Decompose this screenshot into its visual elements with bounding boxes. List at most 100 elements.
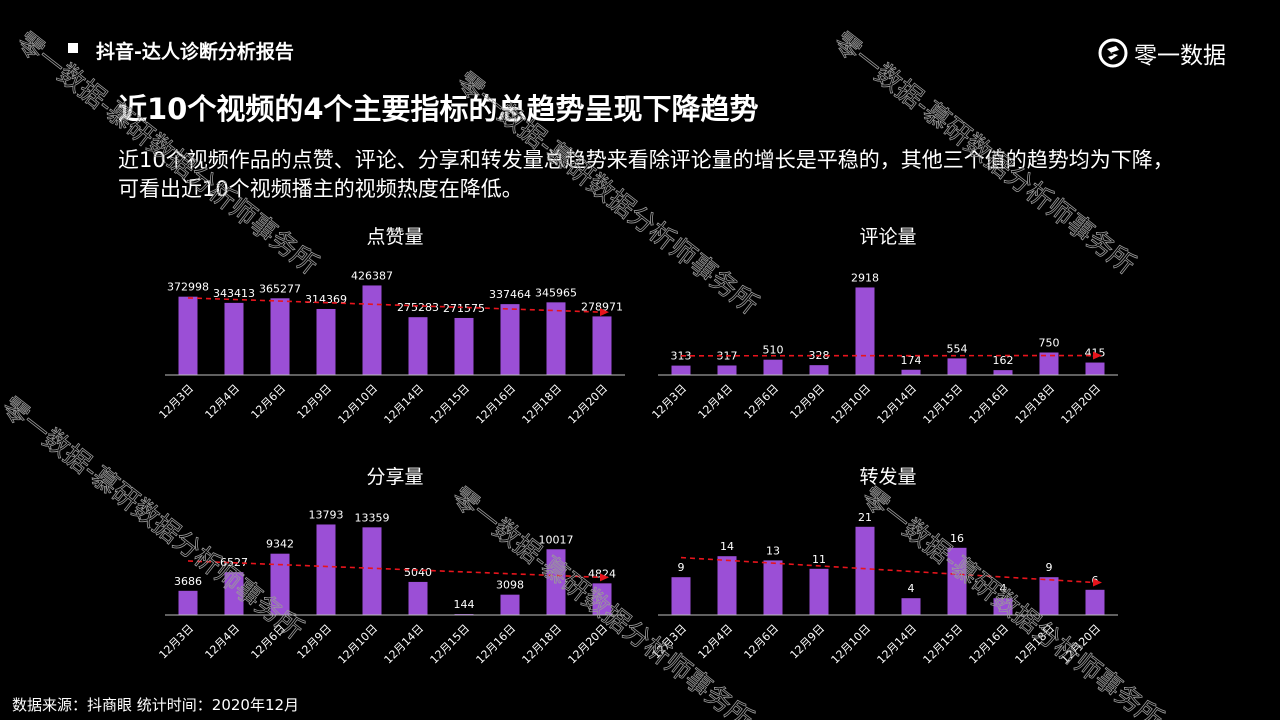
logo: 零一数据 — [1098, 36, 1226, 70]
x-tick-label: 12月14日 — [875, 622, 920, 667]
x-tick-label: 12月18日 — [1013, 382, 1058, 427]
bar — [901, 598, 921, 615]
bar — [316, 308, 336, 375]
bar — [362, 527, 382, 615]
x-tick-label: 12月15日 — [428, 382, 473, 427]
chart-forwards: 转发量 9 12月3日 14 12月4日 13 12月6日 11 12月9日 21 12月10日 4 1… — [650, 466, 1118, 667]
data-label: 4 — [1000, 582, 1007, 595]
data-label: 345965 — [535, 286, 577, 299]
data-label: 13359 — [355, 511, 390, 524]
data-label: 5040 — [404, 566, 432, 579]
bar — [763, 560, 783, 615]
logo-icon — [1098, 38, 1128, 68]
x-tick-label: 12月10日 — [336, 622, 381, 667]
data-label: 554 — [947, 342, 968, 355]
data-label: 13793 — [309, 508, 344, 521]
data-label: 174 — [901, 354, 922, 367]
bar — [1039, 577, 1059, 615]
data-label: 14 — [720, 540, 734, 553]
data-label: 510 — [763, 344, 784, 357]
bar — [1085, 589, 1105, 615]
data-label: 13 — [766, 544, 780, 557]
x-tick-label: 12月20日 — [1059, 382, 1104, 427]
x-tick-label: 12月10日 — [336, 382, 381, 427]
x-tick-label: 12月18日 — [520, 382, 565, 427]
bar — [592, 316, 612, 375]
x-tick-label: 12月18日 — [520, 622, 565, 667]
x-tick-label: 12月15日 — [921, 622, 966, 667]
header-bullet-square — [68, 43, 78, 53]
chart-title: 转发量 — [859, 466, 916, 488]
bar — [178, 296, 198, 375]
data-label: 372998 — [167, 281, 209, 294]
data-label: 10017 — [539, 533, 574, 546]
bar — [855, 526, 875, 615]
bar — [454, 317, 474, 375]
bar — [178, 590, 198, 615]
bar — [947, 358, 967, 375]
x-tick-label: 12月15日 — [921, 382, 966, 427]
data-label: 11 — [812, 553, 826, 566]
bar — [901, 369, 921, 375]
x-tick-label: 12月16日 — [474, 382, 519, 427]
data-label: 313 — [671, 350, 692, 363]
trendline — [680, 556, 1096, 584]
trendline-arrow — [600, 308, 609, 317]
data-label: 343413 — [213, 287, 255, 300]
data-label: 9342 — [266, 538, 294, 551]
data-label: 426387 — [351, 269, 393, 282]
bar — [500, 304, 520, 375]
bar — [717, 556, 737, 615]
x-tick-label: 12月4日 — [696, 622, 736, 662]
bar — [546, 549, 566, 615]
x-tick-label: 12月9日 — [788, 382, 828, 422]
x-tick-label: 12月3日 — [157, 382, 197, 422]
x-tick-label: 12月6日 — [742, 382, 782, 422]
x-tick-label: 12月20日 — [566, 622, 611, 667]
x-tick-label: 12月6日 — [742, 622, 782, 662]
data-label: 2918 — [851, 271, 879, 284]
bar — [993, 598, 1013, 615]
x-tick-label: 12月14日 — [382, 622, 427, 667]
data-label: 9 — [678, 561, 685, 574]
x-tick-label: 12月16日 — [967, 382, 1012, 427]
bar — [763, 359, 783, 375]
x-tick-label: 12月9日 — [295, 622, 335, 662]
bar — [671, 365, 691, 375]
bar — [1085, 362, 1105, 375]
bar — [947, 547, 967, 615]
x-tick-label: 12月16日 — [967, 622, 1012, 667]
bar — [855, 287, 875, 375]
data-label: 271575 — [443, 302, 485, 315]
data-label: 144 — [454, 598, 475, 611]
chart-shares: 分享量368612月3日652712月4日934212月6日1379312月9日… — [157, 466, 625, 667]
logo-text: 零一数据 — [1134, 43, 1226, 69]
x-tick-label: 12月4日 — [203, 622, 243, 662]
bar — [993, 370, 1013, 375]
data-label: 275283 — [397, 301, 439, 314]
bar — [546, 302, 566, 375]
bar — [224, 302, 244, 375]
chart-likes: 点赞量 372998 12月3日 343413 12月4日 365277 12月6日 3143… — [157, 226, 625, 427]
trendline-arrow — [600, 573, 609, 582]
x-tick-label: 12月9日 — [788, 622, 828, 662]
bar — [717, 365, 737, 375]
bar — [270, 553, 290, 615]
trendline — [187, 560, 603, 579]
bar — [362, 285, 382, 375]
x-tick-label: 12月20日 — [566, 382, 611, 427]
data-label: 337464 — [489, 288, 531, 301]
x-tick-label: 12月3日 — [650, 622, 690, 662]
bar — [408, 317, 428, 375]
x-tick-label: 12月6日 — [249, 622, 289, 662]
x-tick-label: 12月10日 — [829, 622, 874, 667]
x-tick-label: 12月6日 — [249, 382, 289, 422]
trendline-arrow — [1093, 351, 1102, 360]
bar — [224, 572, 244, 615]
bar — [592, 583, 612, 615]
bar — [1039, 352, 1059, 375]
data-label: 21 — [858, 511, 872, 524]
footer-source: 数据来源：抖商眼 统计时间：2020年12月 — [12, 696, 300, 714]
bar — [408, 581, 428, 615]
data-label: 314369 — [305, 293, 347, 306]
